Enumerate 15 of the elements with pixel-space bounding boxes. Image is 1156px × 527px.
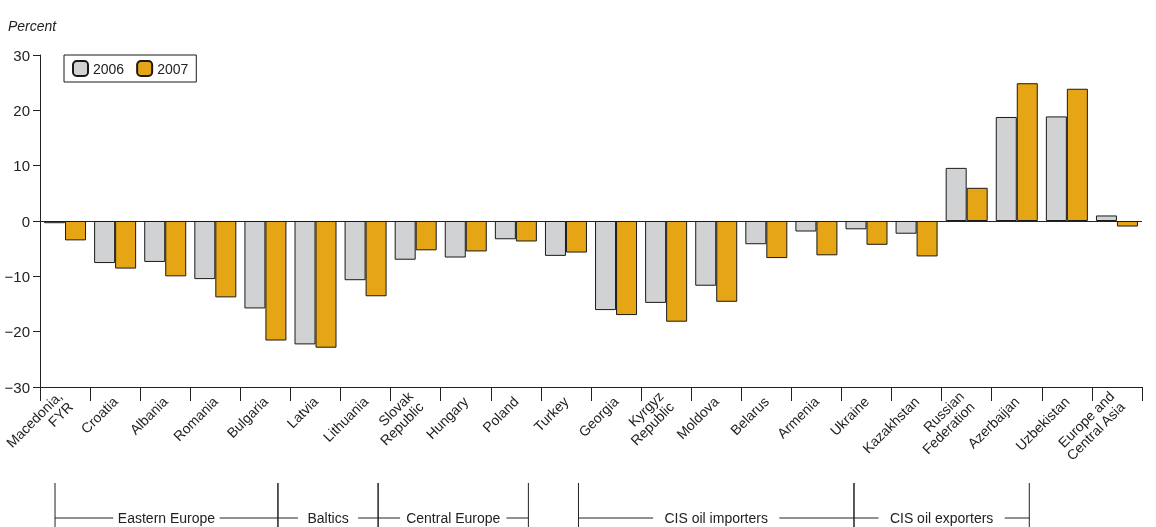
legend-label: 2006 [93, 60, 125, 77]
y-axis-title: Percent [8, 18, 58, 34]
y-tick-label: −30 [4, 378, 30, 396]
y-tick-label: −10 [4, 267, 30, 285]
text: CIS oil exporters [889, 510, 994, 526]
y-tick-label: −20 [4, 323, 30, 341]
y-tick-label: 20 [13, 101, 30, 119]
y-tick-label: 0 [21, 212, 30, 230]
text: Central Europe [406, 510, 501, 526]
y-tick-label: 10 [13, 157, 30, 175]
text: CIS oil importers [664, 510, 768, 526]
text: Baltics [307, 510, 349, 526]
legend-label: 2007 [157, 60, 189, 77]
y-tick-label: 30 [13, 46, 30, 64]
text: Eastern Europe [117, 510, 216, 526]
